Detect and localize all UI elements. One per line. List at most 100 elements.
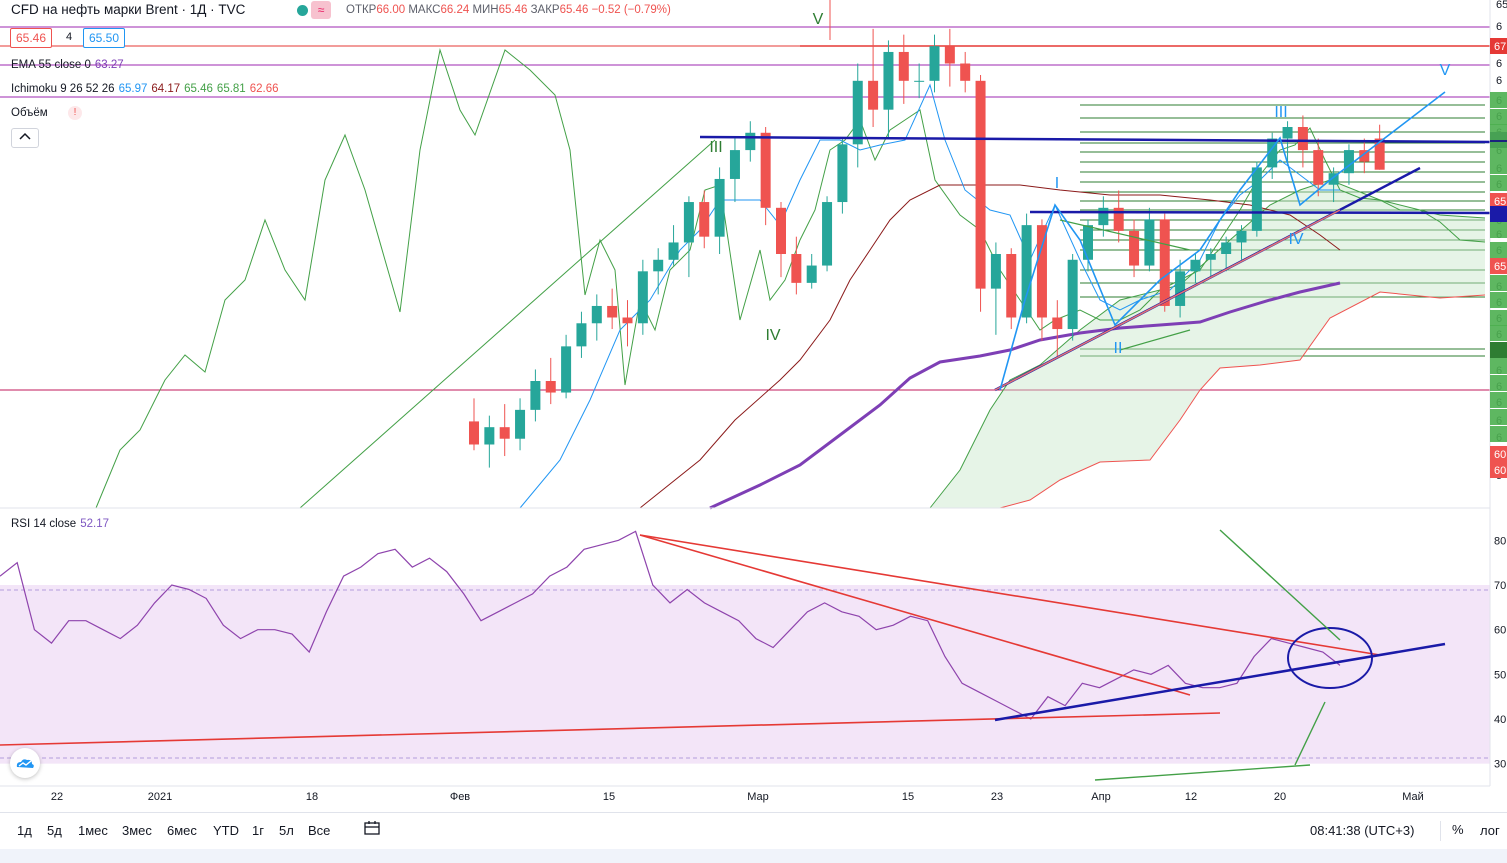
candle-body [469,421,479,445]
range-5d-button[interactable]: 5д [47,823,62,838]
range-1m-button[interactable]: 1мес [78,823,108,838]
price-marker [1490,206,1507,222]
candle-body [576,323,587,347]
candle [776,202,786,278]
time-tick-label: 18 [306,791,318,803]
range-ytd-button[interactable]: YTD [213,823,239,838]
candle-body [591,305,602,324]
candle-body [1175,271,1186,306]
percent-scale-button[interactable]: % [1452,822,1464,837]
candle-body [898,51,909,81]
ichimoku-kijun-value: 64.17 [151,83,181,95]
candle [545,357,556,405]
clock-timezone[interactable]: 08:41:38 (UTC+3) [1310,823,1415,838]
price-marker [1490,92,1507,108]
range-all-button[interactable]: Все [308,823,331,838]
tradingview-logo[interactable] [10,748,40,778]
price-marker [1490,193,1507,209]
rsi-tick-label: 60 [1494,625,1506,637]
buy-button[interactable]: 65.50 [83,28,126,48]
candle [1221,236,1232,272]
wave-label: V [813,11,824,28]
price-marker [1490,292,1507,308]
candle [668,225,679,266]
candle [1036,219,1047,341]
high-label: МАКС [408,4,441,16]
time-tick-label: 20 [1274,791,1286,803]
candle [990,242,1001,335]
ichimoku-spana-value: 65.81 [216,83,246,95]
red-trendline [994,209,1341,391]
time-tick-label: Фев [450,791,470,803]
price-marker [1490,124,1507,140]
candle [975,75,986,312]
price-axis[interactable]: 6566666666666666666666656765656060 [1489,0,1507,786]
data-provider-icon[interactable]: ≈ [311,1,331,19]
sell-button[interactable]: 65.46 [10,28,53,48]
candle [868,28,879,127]
time-tick-label: 22 [51,791,63,803]
rsi-green-line [1294,701,1326,766]
collapse-legend-button[interactable] [11,128,39,148]
price-tick-label: 6 [1496,21,1502,33]
candle [944,28,955,87]
candle-body [1343,150,1354,174]
ichimoku-tenkan-value: 65.97 [118,83,148,95]
range-1y-button[interactable]: 1г [252,823,264,838]
symbol-title[interactable]: CFD на нефть марки Brent · 1Д · TVC [11,2,246,17]
warning-icon[interactable]: ! [68,106,82,120]
log-scale-button[interactable]: лог [1480,823,1500,838]
candle-body [1052,317,1063,330]
bottom-strip [0,849,1507,863]
range-3m-button[interactable]: 3мес [122,823,152,838]
price-marker [1490,275,1507,291]
candle-body [1113,207,1124,231]
candle [561,334,572,399]
price-marker [1490,222,1507,238]
candle-body [1359,150,1370,162]
price-marker [1490,109,1507,125]
volume-legend[interactable]: Объём [11,107,48,119]
rsi-pane[interactable] [0,529,1490,781]
price-marker-label: 65 [1494,261,1506,273]
candle [622,300,633,347]
candle [1021,213,1032,324]
wave-label: II [1114,340,1123,357]
kijun-sen-line [639,184,1341,509]
candle-body [1067,259,1078,330]
candle-body [484,427,495,445]
candle [1144,207,1155,272]
range-6m-button[interactable]: 6мес [167,823,197,838]
candle [1083,219,1093,272]
rsi-tick-label: 50 [1494,669,1506,681]
price-tick-label: 6 [1496,75,1502,87]
range-1d-button[interactable]: 1д [17,823,32,838]
wave-label: IV [765,327,780,344]
candle-body [990,254,1001,289]
candle [745,121,756,162]
ema-legend[interactable]: EMA 55 close 0 63.27 [11,59,124,71]
elliott-wave-path [999,91,1446,391]
time-axis[interactable]: 22 2021 18 Фев 15 Мар 15 23 Апр 12 20 Май [51,791,1424,803]
candle [1374,124,1385,170]
rsi-red-support-line [0,712,1221,746]
volume-name: Объём [11,107,48,119]
candle-body [745,132,756,151]
rsi-legend[interactable]: RSI 14 close 52.17 [11,518,109,530]
price-marker [1490,175,1507,191]
candle-body [806,265,817,283]
time-tick-label: Апр [1091,791,1110,803]
range-5y-button[interactable]: 5л [279,823,294,838]
candle-body [960,63,971,81]
date-range-icon[interactable] [364,820,382,836]
price-marker [1490,462,1507,478]
candle-body [837,144,848,203]
candle [760,127,771,226]
candle [1175,259,1186,318]
rsi-green-line [1219,529,1341,641]
ichimoku-name: Ichimoku 9 26 52 26 [11,83,115,95]
ichimoku-legend[interactable]: Ichimoku 9 26 52 26 65.97 64.17 65.46 65.81 6… [11,83,278,95]
candle [1251,161,1262,237]
